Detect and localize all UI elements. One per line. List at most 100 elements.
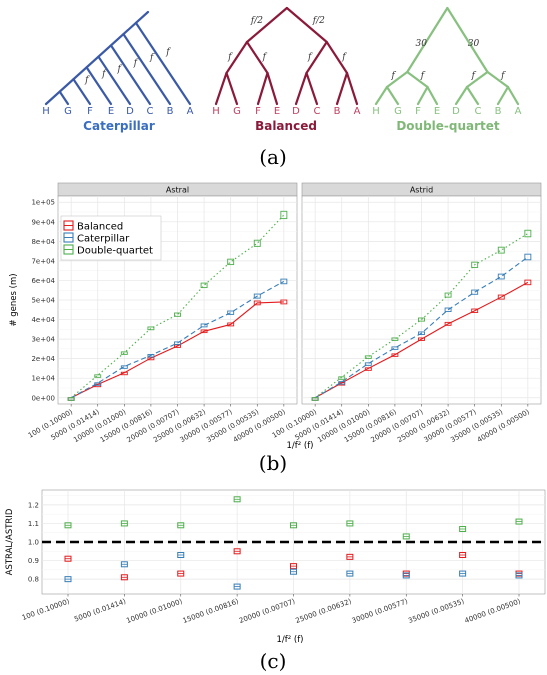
x-tick-label: 100 (0.10000): [21, 597, 71, 622]
balanced-leaf-branch-0: [214, 71, 228, 106]
series-box-balanced: [227, 322, 235, 327]
legend-label-balanced: Balanced: [77, 222, 123, 233]
series-box-double-quartet: [497, 246, 505, 254]
series-box-caterpillar: [253, 293, 261, 299]
balanced-mid-branch-0: [225, 40, 249, 75]
y-tick-label: 1.2: [28, 501, 39, 509]
caterpillar-branch-2: [72, 78, 92, 106]
facet-strip-label: Astral: [166, 186, 189, 195]
balanced-leaf-branch-1: [225, 71, 239, 106]
y-axis-title: ASTRAL/ASTRID: [5, 508, 15, 575]
caterpillar-branch-label-4: f: [117, 64, 123, 74]
ratio-chart-panel: 0.8 0.9 1.0 1.1 1.2 100 (0.10000) 5000 (0.0141…: [5, 489, 546, 645]
series-box-balanced: [364, 367, 372, 371]
series-box-balanced: [120, 371, 128, 376]
series-box-caterpillar: [497, 273, 505, 280]
series-box-balanced: [471, 308, 479, 313]
caterpillar-branch-3: [85, 66, 113, 106]
series-box-balanced: [524, 279, 532, 286]
caterpillar-leaf-D: D: [126, 106, 134, 117]
series-box-double-quartet: [227, 258, 235, 266]
dq-right-b5: [465, 70, 489, 89]
series-box-double-quartet: [200, 282, 208, 289]
series-box-caterpillar: [418, 331, 425, 335]
dq-leaf-G: G: [394, 106, 402, 117]
balanced-root-label-left: f/2: [250, 16, 263, 26]
balanced-leaf-branch-5: [305, 71, 319, 106]
dq-right-b3: [496, 85, 510, 106]
dq-left-label-1: f: [390, 71, 396, 81]
x-tick-label: 10000 (0.01000): [125, 597, 183, 625]
series-box-double-quartet: [364, 355, 372, 359]
panel-label-b: (b): [259, 451, 287, 475]
y-tick-label: 1e+05: [31, 199, 55, 207]
dq-root-label-right: 30: [468, 39, 480, 49]
series-box-caterpillar: [391, 346, 399, 350]
dq-leaf-H: H: [372, 106, 380, 117]
caterpillar-branch-label-2: f: [84, 76, 90, 86]
series-line-balanced: [70, 301, 284, 399]
balanced-leaf-A: A: [354, 106, 361, 117]
dq-left-b4: [426, 85, 439, 106]
dq-leaf-D: D: [452, 106, 460, 117]
caterpillar-leaf-C: C: [147, 106, 154, 117]
series-box-balanced: [200, 329, 208, 334]
y-tick-label: 1.0: [28, 539, 39, 547]
caterpillar-branch-6: [122, 33, 172, 106]
series-box-double-quartet: [444, 292, 452, 298]
series-box-balanced: [280, 299, 288, 305]
caterpillar-branch-label-3: f: [101, 70, 107, 80]
balanced-leaf-F: F: [255, 106, 261, 117]
x-axis-title: 1/f² (f): [287, 441, 314, 451]
x-tick-label: 30000 (0.00577): [351, 597, 409, 625]
dq-left-b1: [374, 85, 389, 106]
series-box-double-quartet: [253, 239, 261, 247]
y-tick-label: 0e+00: [31, 394, 55, 402]
balanced-branch-label-a0: f: [227, 53, 233, 63]
balanced-leaf-branch-3: [266, 71, 279, 106]
legend-label-caterpillar: Caterpillar: [77, 234, 130, 245]
balanced-leaf-E: E: [274, 106, 280, 117]
x-tick-label: 35000 (0.00535): [407, 597, 465, 625]
series-box-caterpillar: [338, 381, 346, 385]
legend-label-double-quartet: Double-quartet: [77, 246, 153, 257]
legend-box: [60, 215, 162, 261]
series-box-double-quartet: [67, 397, 75, 401]
dq-root-right: [446, 6, 489, 74]
caterpillar-title: Caterpillar: [83, 119, 155, 133]
y-tick-label: 0.9: [28, 557, 39, 565]
series-box-double-quartet: [280, 210, 288, 220]
series-box-caterpillar: [200, 323, 208, 328]
y-tick-label: 1.1: [28, 520, 39, 528]
caterpillar-branch-5: [109, 44, 152, 106]
dq-right-b1: [454, 85, 469, 106]
y-tick-label: 5e+04: [31, 297, 55, 305]
y-tick-label: 8e+04: [31, 238, 55, 246]
x-tick-label: 5000 (0.01414): [73, 597, 127, 623]
dq-right-b4: [506, 85, 520, 106]
balanced-mid-branch-2: [305, 40, 328, 75]
y-tick-label: 3e+04: [31, 336, 55, 344]
series-box-balanced: [444, 321, 452, 326]
series-box-caterpillar: [280, 278, 288, 285]
dq-leaf-A: A: [515, 106, 522, 117]
caterpillar-leaf-A: A: [187, 106, 194, 117]
dq-left-b2: [385, 85, 400, 106]
dq-left-b5: [385, 70, 409, 89]
balanced-branch-label-b0: f: [262, 53, 268, 63]
balanced-root-left: [245, 6, 288, 44]
series-box-caterpillar: [524, 253, 532, 261]
x-tick-label: 20000 (0.00707): [238, 597, 296, 625]
series-line-balanced: [314, 281, 529, 399]
series-box-balanced: [497, 294, 505, 300]
x-axis-title: 1/f² (f): [277, 635, 304, 645]
y-tick-label: 6e+04: [31, 277, 55, 285]
series-box-double-quartet: [120, 351, 128, 355]
series-box-double-quartet: [311, 397, 319, 401]
caterpillar-spine: [44, 10, 150, 106]
dq-leaf-B: B: [495, 106, 502, 117]
dq-root-label-left: 30: [416, 39, 428, 49]
